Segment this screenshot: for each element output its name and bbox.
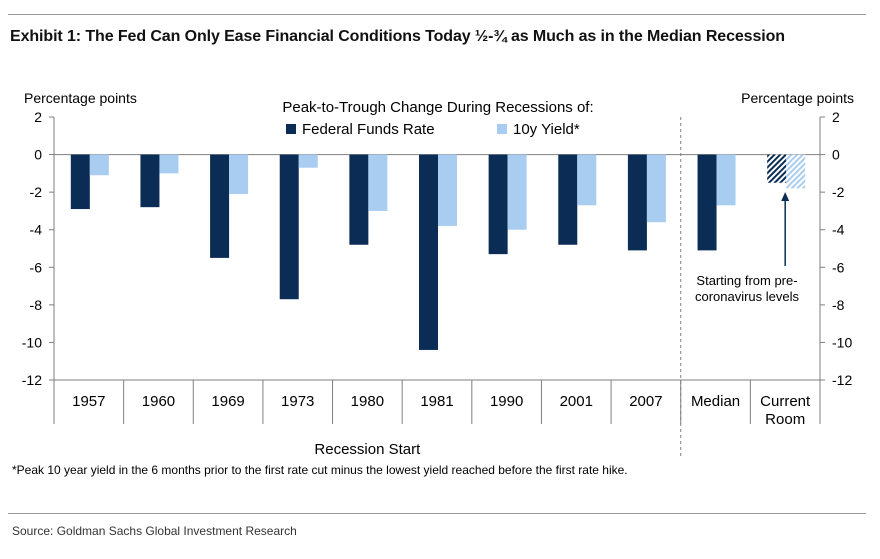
y-tick-label-right: -10 <box>832 334 852 350</box>
y-tick-label-left: -12 <box>22 372 42 388</box>
bar-fed-funds-1981 <box>419 154 438 350</box>
bar-fed-funds-1980 <box>349 154 369 245</box>
bar-fed-funds-1957 <box>70 154 90 210</box>
bar-10y-yield-1980 <box>368 154 388 211</box>
x-tick-label: Current Room <box>760 393 811 428</box>
x-tick-label: 2001 <box>560 393 593 410</box>
bar-fed-funds-1973 <box>279 154 299 300</box>
top-rule <box>8 14 866 15</box>
x-tick-label: 1957 <box>72 393 105 410</box>
bar-10y-yield-median <box>716 154 736 206</box>
annotation-text: Starting from pre- <box>696 273 797 288</box>
legend-swatch-10y-yield <box>497 124 507 134</box>
source-note: Source: Goldman Sachs Global Investment … <box>12 524 297 538</box>
y-tick-label-left: -2 <box>30 184 43 200</box>
x-tick-label: 1969 <box>211 393 244 410</box>
bar-10y-yield-2007 <box>646 154 666 223</box>
y-axis-title-left: Percentage points <box>24 90 137 106</box>
y-tick-label-left: -6 <box>30 259 43 275</box>
footnote: *Peak 10 year yield in the 6 months prio… <box>12 463 628 477</box>
y-tick-label-left: -10 <box>22 334 42 350</box>
exhibit-title: Exhibit 1: The Fed Can Only Ease Financi… <box>10 28 785 45</box>
bar-10y-yield-1960 <box>159 154 179 174</box>
bar-fed-funds-median <box>697 154 717 251</box>
bar-fed-funds-2007 <box>627 154 647 251</box>
y-tick-label-left: -4 <box>30 222 43 238</box>
y-tick-label-right: -6 <box>832 259 845 275</box>
y-tick-label-left: 0 <box>34 147 42 163</box>
bar-10y-yield-1969 <box>229 154 249 195</box>
x-tick-label: 2007 <box>629 393 662 410</box>
annotation-arrow-head <box>781 192 790 201</box>
y-tick-label-right: -2 <box>832 184 845 200</box>
y-tick-label-right: -12 <box>832 372 852 388</box>
x-axis-title: Recession Start <box>314 441 421 458</box>
x-tick-label: Median <box>691 393 740 410</box>
legend-label-10y-yield: 10y Yield* <box>513 121 580 138</box>
y-tick-label-left: 2 <box>34 109 42 125</box>
annotation-text: coronavirus levels <box>695 289 800 304</box>
x-tick-label: 1981 <box>420 393 453 410</box>
x-tick-label: 1960 <box>142 393 175 410</box>
y-tick-label-right: -4 <box>832 222 845 238</box>
x-tick-label: 1990 <box>490 393 523 410</box>
x-tick-label: 1973 <box>281 393 314 410</box>
y-tick-label-right: 0 <box>832 147 840 163</box>
bar-fed-funds-current-room <box>767 154 787 183</box>
bar-10y-yield-2001 <box>577 154 597 206</box>
y-axis-title-right: Percentage points <box>741 90 854 106</box>
bar-fed-funds-1960 <box>140 154 160 208</box>
bar-fed-funds-2001 <box>558 154 578 245</box>
bar-10y-yield-1981 <box>438 154 457 226</box>
x-tick-label: 1980 <box>351 393 384 410</box>
bar-fed-funds-1969 <box>210 154 230 258</box>
bar-10y-yield-1957 <box>89 154 109 176</box>
y-tick-label-right: -8 <box>832 297 845 313</box>
bar-10y-yield-1990 <box>507 154 527 230</box>
chart-title: Peak-to-Trough Change During Recessions … <box>282 99 593 116</box>
legend-swatch-fed-funds <box>286 124 296 134</box>
bar-10y-yield-1973 <box>298 154 318 168</box>
bar-fed-funds-1990 <box>488 154 508 255</box>
bar-10y-yield-current-room <box>786 154 806 189</box>
y-tick-label-right: 2 <box>832 109 840 125</box>
bottom-rule <box>8 513 866 514</box>
y-tick-label-left: -8 <box>30 297 43 313</box>
legend-label-fed-funds: Federal Funds Rate <box>302 121 435 138</box>
